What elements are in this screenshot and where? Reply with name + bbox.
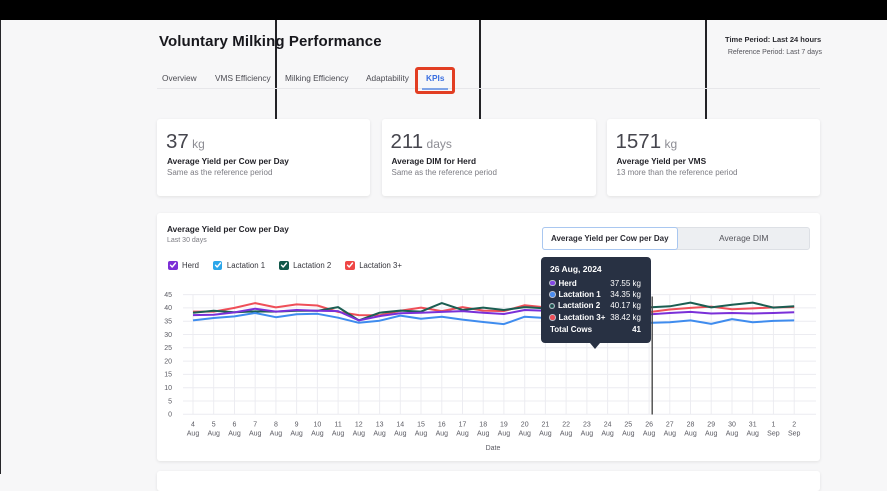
svg-text:35: 35	[164, 319, 172, 326]
svg-text:45: 45	[164, 292, 172, 299]
svg-text:Aug: Aug	[228, 431, 241, 438]
svg-text:Aug: Aug	[518, 431, 531, 438]
svg-text:20: 20	[521, 422, 529, 429]
svg-text:Aug: Aug	[290, 431, 303, 438]
svg-text:1: 1	[771, 422, 775, 429]
svg-text:Sep: Sep	[788, 431, 801, 438]
svg-text:7: 7	[253, 422, 257, 429]
svg-text:Aug: Aug	[622, 431, 635, 438]
svg-text:28: 28	[687, 422, 695, 429]
svg-text:5: 5	[168, 398, 172, 405]
svg-text:Sep: Sep	[767, 431, 780, 438]
svg-text:Aug: Aug	[726, 431, 739, 438]
svg-text:Aug: Aug	[684, 431, 697, 438]
svg-text:Aug: Aug	[394, 431, 407, 438]
svg-text:Aug: Aug	[270, 431, 283, 438]
svg-text:26: 26	[645, 422, 653, 429]
svg-text:Aug: Aug	[664, 431, 677, 438]
svg-text:6: 6	[233, 422, 237, 429]
svg-text:Aug: Aug	[187, 431, 200, 438]
svg-text:Aug: Aug	[705, 431, 718, 438]
svg-text:40: 40	[164, 305, 172, 312]
svg-text:0: 0	[168, 412, 172, 419]
svg-text:Aug: Aug	[581, 431, 594, 438]
svg-text:Aug: Aug	[601, 431, 614, 438]
svg-text:24: 24	[604, 422, 612, 429]
svg-text:Aug: Aug	[249, 431, 262, 438]
svg-text:Aug: Aug	[311, 431, 324, 438]
svg-text:19: 19	[500, 422, 508, 429]
svg-text:Aug: Aug	[477, 431, 490, 438]
svg-text:Aug: Aug	[746, 431, 759, 438]
svg-text:16: 16	[438, 422, 446, 429]
svg-text:Aug: Aug	[415, 431, 428, 438]
svg-text:Aug: Aug	[560, 431, 573, 438]
svg-text:5: 5	[212, 422, 216, 429]
svg-text:10: 10	[164, 385, 172, 392]
svg-text:29: 29	[707, 422, 715, 429]
svg-text:Aug: Aug	[539, 431, 552, 438]
svg-text:Aug: Aug	[436, 431, 449, 438]
svg-text:9: 9	[295, 422, 299, 429]
svg-text:Aug: Aug	[207, 431, 220, 438]
svg-text:30: 30	[164, 332, 172, 339]
svg-text:15: 15	[417, 422, 425, 429]
svg-text:25: 25	[624, 422, 632, 429]
svg-text:13: 13	[376, 422, 384, 429]
svg-text:23: 23	[583, 422, 591, 429]
svg-text:12: 12	[355, 422, 363, 429]
svg-text:Date: Date	[486, 445, 501, 452]
svg-text:22: 22	[562, 422, 570, 429]
svg-text:30: 30	[728, 422, 736, 429]
svg-text:20: 20	[164, 358, 172, 365]
svg-text:27: 27	[666, 422, 674, 429]
svg-text:2: 2	[792, 422, 796, 429]
svg-text:Aug: Aug	[353, 431, 366, 438]
svg-text:17: 17	[459, 422, 467, 429]
svg-text:25: 25	[164, 345, 172, 352]
svg-text:4: 4	[191, 422, 195, 429]
svg-text:Aug: Aug	[373, 431, 386, 438]
svg-text:Aug: Aug	[456, 431, 469, 438]
svg-text:8: 8	[274, 422, 278, 429]
svg-text:21: 21	[542, 422, 550, 429]
svg-text:Aug: Aug	[332, 431, 345, 438]
svg-text:15: 15	[164, 372, 172, 379]
svg-text:10: 10	[314, 422, 322, 429]
svg-text:11: 11	[334, 422, 341, 429]
svg-text:31: 31	[749, 422, 757, 429]
svg-text:Aug: Aug	[643, 431, 656, 438]
svg-text:14: 14	[396, 422, 404, 429]
svg-text:18: 18	[479, 422, 487, 429]
svg-text:Aug: Aug	[498, 431, 511, 438]
